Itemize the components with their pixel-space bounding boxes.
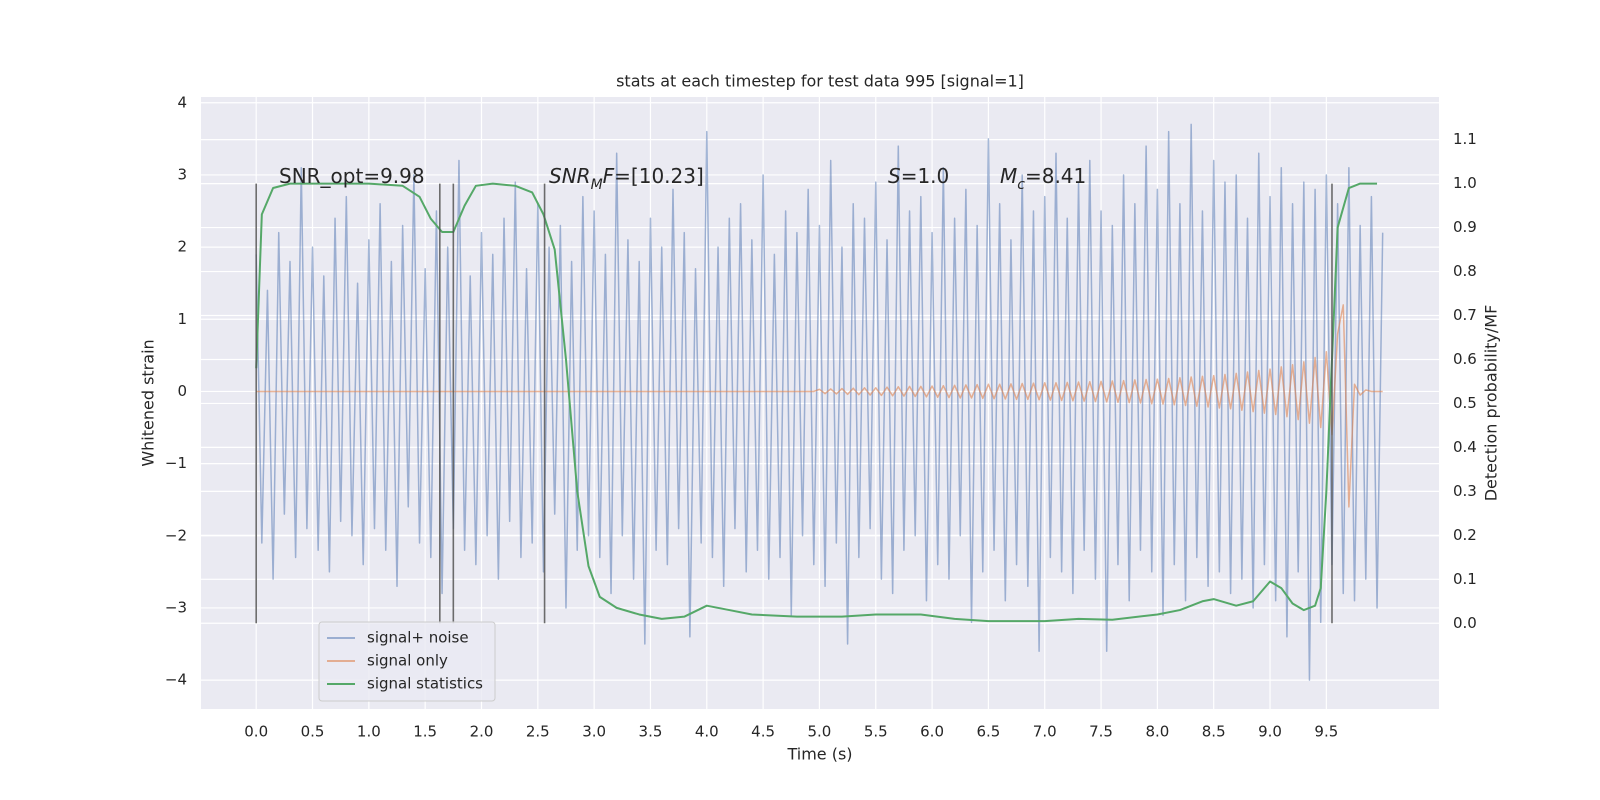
x-tick-label: 1.0 bbox=[357, 723, 381, 741]
legend-label: signal+ noise bbox=[367, 629, 469, 647]
y2-tick-label: 0.8 bbox=[1453, 262, 1477, 280]
y-tick-label: 2 bbox=[177, 238, 187, 256]
y-axis-label: Whitened strain bbox=[139, 339, 158, 466]
data bbox=[255, 123, 1384, 681]
y-tick-label: −4 bbox=[165, 671, 187, 689]
x-tick-label: 7.5 bbox=[1089, 723, 1113, 741]
annotation-part: SNR_opt=9.98 bbox=[279, 164, 425, 188]
legend-label: signal statistics bbox=[367, 675, 483, 693]
y2-tick-label: 0.5 bbox=[1453, 394, 1477, 412]
x-tick-label: 3.5 bbox=[639, 723, 663, 741]
annotation-part: SNR bbox=[549, 164, 591, 188]
series-line bbox=[255, 123, 1384, 681]
legend-label: signal only bbox=[367, 652, 448, 670]
x-axis-label: Time (s) bbox=[786, 745, 852, 764]
y2-axis-label: Detection probability/MF bbox=[1482, 305, 1501, 502]
x-tick-label: 1.5 bbox=[413, 723, 437, 741]
annotation-part: =1.0 bbox=[901, 164, 950, 188]
x-tick-label: 2.0 bbox=[470, 723, 494, 741]
x-tick-label: 8.5 bbox=[1202, 723, 1226, 741]
x-tick-label: 6.0 bbox=[920, 723, 944, 741]
y2-tick-label: 0.4 bbox=[1453, 438, 1477, 456]
y2-tick-label: 0.9 bbox=[1453, 218, 1477, 236]
y-tick-label: −2 bbox=[165, 526, 187, 544]
annotation-part: =[10.23] bbox=[614, 164, 704, 188]
annotation-part: F bbox=[603, 164, 615, 188]
legend-box bbox=[318, 621, 496, 702]
y-tick-label: −1 bbox=[165, 454, 187, 472]
x-tick-label: 2.5 bbox=[526, 723, 550, 741]
x-tick-label: 5.0 bbox=[808, 723, 832, 741]
annotation-part: M bbox=[591, 177, 603, 193]
y2-tick-label: 1.0 bbox=[1453, 174, 1477, 192]
x-tick-label: 9.5 bbox=[1314, 723, 1338, 741]
y2-tick-label: 0.3 bbox=[1453, 482, 1477, 500]
series-line bbox=[255, 182, 1378, 623]
y2-tick-label: 0.1 bbox=[1453, 570, 1477, 588]
annotation: SNR_opt=9.98 bbox=[279, 164, 425, 188]
x-tick-label: 9.0 bbox=[1258, 723, 1282, 741]
x-tick-label: 3.0 bbox=[582, 723, 606, 741]
y2-tick-label: 0.2 bbox=[1453, 526, 1477, 544]
annotation: S=1.0 bbox=[888, 164, 949, 188]
annotation: SNRMF=[10.23] bbox=[549, 164, 704, 194]
y-tick-label: −3 bbox=[165, 598, 187, 616]
annotation-part: c bbox=[1017, 177, 1025, 193]
chart-title: stats at each timestep for test data 995… bbox=[616, 72, 1024, 91]
x-tick-label: 7.0 bbox=[1033, 723, 1057, 741]
x-tick-label: 0.0 bbox=[244, 723, 268, 741]
y-tick-label: 1 bbox=[177, 310, 187, 328]
annotation: Mc=8.41 bbox=[1000, 164, 1086, 194]
y2-tick-label: 0.0 bbox=[1453, 614, 1477, 632]
x-tick-label: 4.0 bbox=[695, 723, 719, 741]
y2-tick-label: 0.6 bbox=[1453, 350, 1477, 368]
y2-tick-label: 1.1 bbox=[1453, 130, 1477, 148]
annotation-part: =8.41 bbox=[1025, 164, 1086, 188]
series-line bbox=[256, 304, 1383, 508]
x-tick-label: 0.5 bbox=[301, 723, 325, 741]
x-tick-label: 8.0 bbox=[1145, 723, 1169, 741]
y2-tick-label: 0.7 bbox=[1453, 306, 1477, 324]
x-tick-label: 6.5 bbox=[976, 723, 1000, 741]
annotation-part: M bbox=[1000, 164, 1017, 188]
y-tick-label: 0 bbox=[177, 382, 187, 400]
x-tick-label: 4.5 bbox=[751, 723, 775, 741]
y-tick-label: 3 bbox=[177, 165, 187, 183]
annotation-part: S bbox=[888, 164, 901, 188]
x-tick-label: 5.5 bbox=[864, 723, 888, 741]
y-tick-label: 4 bbox=[177, 93, 187, 111]
